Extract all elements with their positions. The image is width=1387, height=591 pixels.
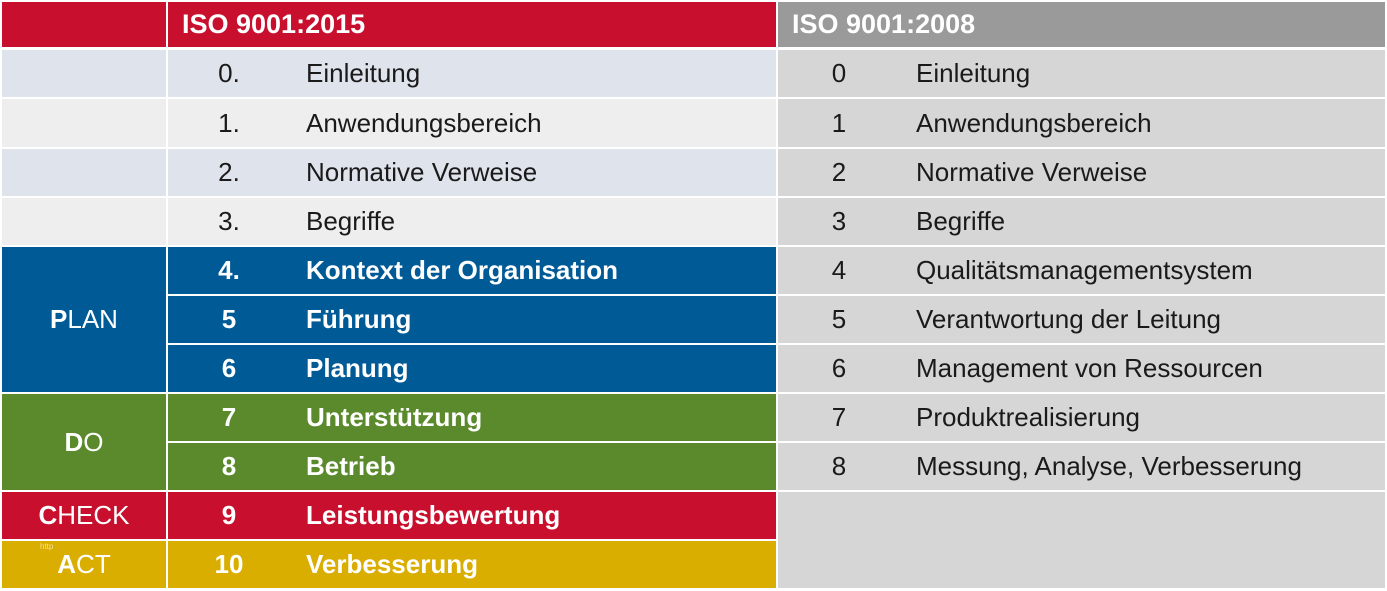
- new-row-number: 7: [168, 394, 290, 441]
- new-row-label: Begriffe: [290, 198, 776, 245]
- old-row-number: 5: [778, 296, 900, 343]
- old-row-number: 3: [778, 198, 900, 245]
- phase-act: A CT: [2, 541, 166, 588]
- old-row-number: 7: [778, 394, 900, 441]
- new-row-number: 5: [168, 296, 290, 343]
- new-row-number: 1.: [168, 99, 290, 147]
- new-row-label: Führung: [290, 296, 776, 343]
- new-row-number: 6: [168, 345, 290, 392]
- old-row-label: Verantwortung der Leitung: [900, 296, 1385, 343]
- old-row-label: Messung, Analyse, Verbesserung: [900, 443, 1385, 490]
- new-row-label: Verbesserung: [290, 541, 776, 588]
- old-row-number: 4: [778, 247, 900, 294]
- old-row-label: Produktrealisierung: [900, 394, 1385, 441]
- phase-empty-1: [2, 99, 166, 147]
- old-row-label: Begriffe: [900, 198, 1385, 245]
- header-iso-2015: ISO 9001:2015: [168, 2, 776, 47]
- header-phase-cell: [2, 2, 166, 47]
- phase-empty-3: [2, 198, 166, 245]
- new-row-number: 2.: [168, 149, 290, 196]
- old-row-label: Management von Ressourcen: [900, 345, 1385, 392]
- new-row-label: Leistungsbewertung: [290, 492, 776, 539]
- old-row-label: Qualitätsmanagementsystem: [900, 247, 1385, 294]
- new-row-label: Kontext der Organisation: [290, 247, 776, 294]
- phase-empty-2: [2, 149, 166, 196]
- new-row-label: Einleitung: [290, 50, 776, 97]
- phase-check: C HECK: [2, 492, 166, 539]
- new-row-number: 4.: [168, 247, 290, 294]
- new-row-number: 10: [168, 541, 290, 588]
- old-row-number: 1: [778, 99, 900, 147]
- header-iso-2008: ISO 9001:2008: [778, 2, 1385, 47]
- old-row-number: 6: [778, 345, 900, 392]
- new-row-label: Anwendungsbereich: [290, 99, 776, 147]
- watermark-text: http: [40, 542, 54, 551]
- old-empty-block: [778, 492, 1385, 588]
- old-row-label: Anwendungsbereich: [900, 99, 1385, 147]
- old-row-number: 0: [778, 50, 900, 97]
- new-row-number: 9: [168, 492, 290, 539]
- new-row-label: Unterstützung: [290, 394, 776, 441]
- new-row-label: Planung: [290, 345, 776, 392]
- new-row-number: 8: [168, 443, 290, 490]
- old-row-number: 2: [778, 149, 900, 196]
- new-row-number: 3.: [168, 198, 290, 245]
- old-row-label: Normative Verweise: [900, 149, 1385, 196]
- new-row-label: Betrieb: [290, 443, 776, 490]
- old-row-number: 8: [778, 443, 900, 490]
- new-row-number: 0.: [168, 50, 290, 97]
- phase-plan: P LAN: [2, 247, 166, 392]
- phase-empty-0: [2, 50, 166, 97]
- new-row-label: Normative Verweise: [290, 149, 776, 196]
- old-row-label: Einleitung: [900, 50, 1385, 97]
